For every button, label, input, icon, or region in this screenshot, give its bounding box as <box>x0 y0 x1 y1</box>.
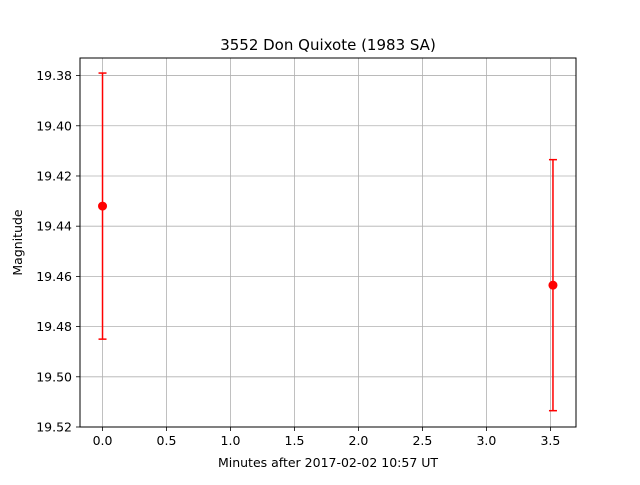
y-tick-label: 19.40 <box>36 118 72 133</box>
x-tick-label: 2.5 <box>412 433 432 448</box>
y-tick-label: 19.46 <box>36 269 72 284</box>
x-tick-label: 0.0 <box>93 433 113 448</box>
plot-frame <box>79 57 577 428</box>
y-tick-label: 19.52 <box>36 420 72 435</box>
chart-title: 3552 Don Quixote (1983 SA) <box>220 36 436 54</box>
y-tick-label: 19.42 <box>36 168 72 183</box>
y-axis-ticks: 19.38 19.40 19.42 19.44 19.46 19.48 19.50 19.52 <box>36 68 80 435</box>
y-tick-label: 19.44 <box>36 219 72 234</box>
x-tick-label: 3.5 <box>540 433 560 448</box>
x-tick-label: 0.5 <box>157 433 177 448</box>
x-tick-label: 1.0 <box>221 433 241 448</box>
grid-lines <box>80 58 576 428</box>
x-tick-label: 2.0 <box>349 433 369 448</box>
x-tick-label: 3.0 <box>476 433 496 448</box>
data-point <box>98 201 108 211</box>
x-axis-ticks: 0.0 0.5 1.0 1.5 2.0 2.5 3.0 3.5 <box>93 427 560 448</box>
x-axis-label: Minutes after 2017-02-02 10:57 UT <box>218 455 438 470</box>
y-tick-label: 19.38 <box>36 68 72 83</box>
data-series <box>98 72 558 412</box>
x-tick-label: 1.5 <box>285 433 305 448</box>
data-point <box>548 280 558 290</box>
y-tick-label: 19.48 <box>36 319 72 334</box>
y-axis-label: Magnitude <box>10 209 25 276</box>
y-tick-label: 19.50 <box>36 369 72 384</box>
